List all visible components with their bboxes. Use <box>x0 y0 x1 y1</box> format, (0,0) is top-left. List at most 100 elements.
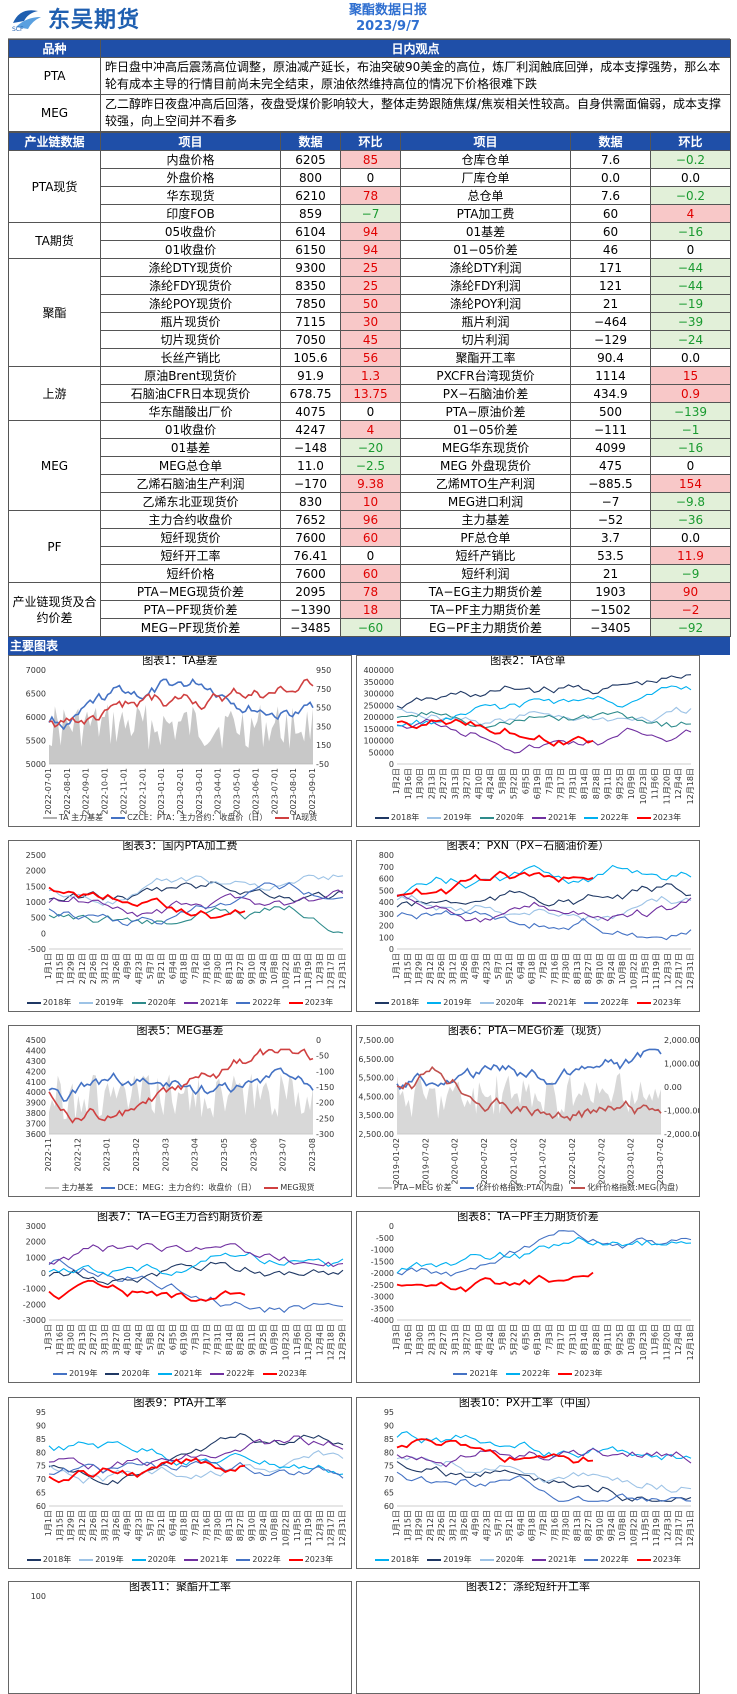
data-table-head-3: 环比 <box>340 132 401 151</box>
x-tick-label: 2022-01-02 <box>568 1138 577 1185</box>
chart-svg: 0 -500 -1000 -1500 -2000 -2500 -3000 -3500 -4000… <box>371 1222 695 1360</box>
legend-item: PTA−MEG 价差 <box>377 1182 452 1193</box>
view-variety: PTA <box>8 57 101 95</box>
legend-swatch <box>157 1372 172 1375</box>
legend-label: 2020年 <box>147 998 176 1007</box>
legend-item: 2019年 <box>427 1554 472 1565</box>
series-line <box>48 886 246 919</box>
series-line <box>48 882 344 927</box>
cell-change: 0 <box>650 456 731 475</box>
series-line <box>48 678 314 728</box>
legend-swatch <box>79 1558 94 1561</box>
series-line <box>396 1065 662 1122</box>
group-label: PF <box>8 510 101 583</box>
legend-label: 2020年 <box>495 1555 524 1564</box>
data-table-head-4: 项目 <box>400 132 571 151</box>
series-line <box>396 1471 692 1502</box>
x-tick-label: 1月16日 <box>404 768 413 799</box>
legend-swatch <box>264 1186 279 1189</box>
y-tick-label: 5,500.00 <box>358 1074 394 1083</box>
cell-change: −92 <box>650 618 731 637</box>
x-tick-label: 11月5日 <box>641 953 650 984</box>
cell-item: MEG 外盘现货价 <box>400 456 571 475</box>
legend-label: 2021年 <box>548 813 577 822</box>
legend-label: 2022年 <box>600 813 629 822</box>
x-tick-label: 12月4日 <box>674 768 683 799</box>
legend-label: 2018年 <box>390 813 420 822</box>
legend-item: 2022年 <box>236 1554 281 1565</box>
group-label: MEG <box>8 420 101 511</box>
x-tick-label: 9月11日 <box>604 1324 613 1355</box>
cell-value: −3485 <box>280 618 341 637</box>
charts-grid: 图表1：TA基差 7000 6500 6000 5500 5000 950 750 550 350… <box>8 655 730 1694</box>
table-row: 短纤开工率 76.41 0 短纤产销比 53.5 11.9 <box>9 546 731 565</box>
y-tick-label: 90 <box>36 1421 46 1430</box>
legend-swatch <box>262 1372 277 1375</box>
cell-value: −111 <box>570 420 651 439</box>
legend-swatch <box>184 1558 198 1561</box>
cell-change: 4 <box>650 204 731 223</box>
legend-label: 2023年 <box>652 998 682 1007</box>
cell-item: 短纤开工率 <box>100 546 281 565</box>
chart-title: 图表6：PTA−MEG价差（现货） <box>447 1025 609 1037</box>
cell-item: PTA加工费 <box>400 204 571 223</box>
x-tick-label: 3月26日 <box>112 953 121 984</box>
legend-swatch <box>111 816 126 819</box>
legend-label: 2020年 <box>495 998 524 1007</box>
x-tick-label: 2023-05 <box>220 1138 229 1171</box>
x-tick-label: 5月8日 <box>146 1324 155 1350</box>
x-tick-label: 9月25日 <box>615 1324 624 1355</box>
x-tick-label: 7月2日 <box>191 953 200 979</box>
x-tick-label: 6月4日 <box>516 1510 525 1536</box>
x-tick-label: 10月8日 <box>618 1510 627 1541</box>
x-tick-label: 2023-05-01 <box>233 768 242 815</box>
x-tick-label: 5月7日 <box>494 953 503 979</box>
x-tick-label: 6月19日 <box>533 1324 542 1355</box>
cell-item: 原油Brent现货价 <box>100 366 281 385</box>
x-tick-label: 2023-03-01 <box>195 768 204 815</box>
cell-change: −9 <box>650 564 731 583</box>
legend-label: 2020年 <box>121 1369 150 1378</box>
y-tick-label: 60 <box>384 1502 394 1511</box>
chart-panel-7: 图表7：TA−EG主力合约期货价差 3000 2000 1000 0 -1000 -2000… <box>8 1211 352 1383</box>
y2-tick-label: 0.00 <box>664 1083 682 1092</box>
chart-panel-12: 图表12：涤纶短纤开工率 <box>356 1581 700 1694</box>
legend-swatch <box>374 816 389 819</box>
cell-change: −36 <box>650 510 731 529</box>
x-tick-label: 2023-07 <box>279 1138 288 1171</box>
cell-item: 01基差 <box>400 222 571 241</box>
chart-title: 图表8：TA−PF主力期货价差 <box>457 1211 599 1223</box>
legend-swatch <box>377 1186 392 1189</box>
cell-change: 0 <box>340 546 401 565</box>
legend-item: 2021年 <box>532 1554 576 1565</box>
y-tick-label: 400 <box>379 898 394 907</box>
chart-title: 图表7：TA−EG主力合约期货价差 <box>96 1211 264 1223</box>
legend-label: 2021年 <box>200 1555 229 1564</box>
y-tick-label: 5000 <box>26 760 46 769</box>
x-tick-label: 5月22日 <box>510 1324 519 1355</box>
legend-label: 2022年 <box>600 1555 629 1564</box>
x-tick-label: 12月4日 <box>674 1324 683 1355</box>
x-tick-label: 2月26日 <box>437 1510 446 1541</box>
cell-change: −0.2 <box>650 186 731 205</box>
legend-swatch <box>636 1558 651 1561</box>
x-tick-label: 2021-07-02 <box>539 1138 548 1185</box>
legend-label: MEG现货 <box>280 1183 315 1192</box>
legend-item: 2023年 <box>558 1368 603 1379</box>
x-tick-label: 4月23日 <box>134 1510 143 1541</box>
cell-value: 9300 <box>280 258 341 277</box>
x-tick-label: 2022-12-01 <box>138 768 147 815</box>
y-tick-label: 4500 <box>26 1036 46 1045</box>
y-tick-label: 0 <box>41 929 46 938</box>
x-tick-label: 3月26日 <box>460 1510 469 1541</box>
data-table-head-5: 数据 <box>570 132 651 151</box>
table-row: 华东醋酸出厂价 4075 0 PTA−原油价差 500 −139 <box>9 402 731 421</box>
legend-item: DCE：MEG：主力合约：收盘价（日） <box>101 1182 256 1193</box>
legend-swatch <box>479 816 494 819</box>
x-tick-label: 11月20日 <box>662 768 671 804</box>
series-line <box>48 1261 344 1286</box>
y-tick-label: -3000 <box>23 1316 46 1325</box>
y-tick-label: 5500 <box>26 737 46 746</box>
legend-label: 2018年 <box>390 1555 420 1564</box>
